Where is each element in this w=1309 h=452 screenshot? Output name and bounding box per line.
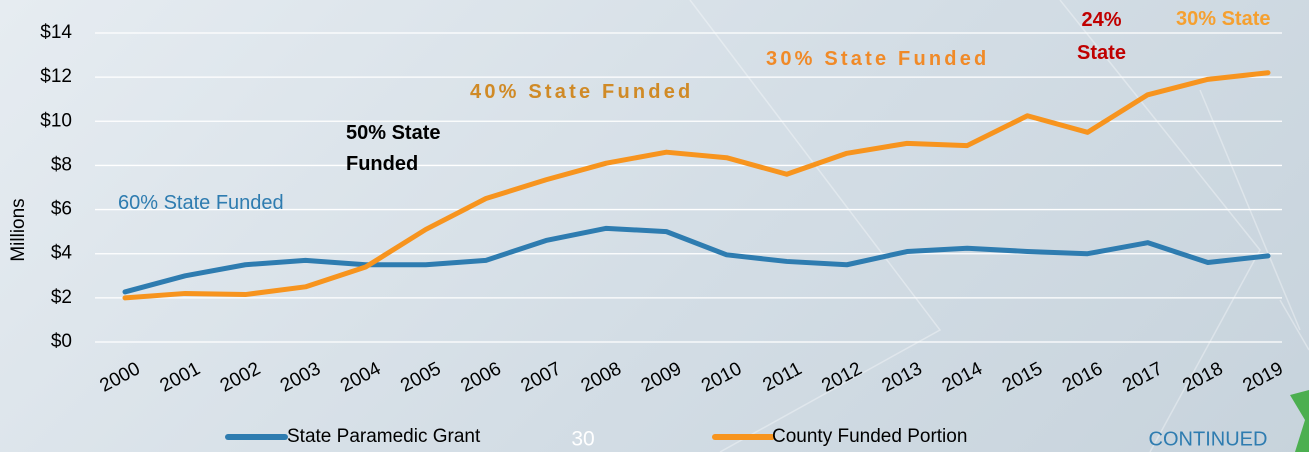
continue-link[interactable]: CONTINUED — [1149, 428, 1268, 450]
corner-logo — [1290, 390, 1309, 452]
y-tick-label: $12 — [40, 66, 72, 87]
x-tick-label: 2002 — [217, 358, 264, 396]
x-tick-label: 2006 — [457, 358, 504, 396]
series-line — [122, 225, 1271, 295]
annotation: 60% State Funded — [118, 192, 284, 214]
x-tick-label: 2014 — [939, 358, 987, 397]
y-tick-label: $2 — [51, 287, 72, 308]
series-line — [122, 70, 1271, 301]
x-tick-label: 2005 — [397, 358, 444, 396]
x-tick-label: 2007 — [518, 358, 565, 396]
x-tick-label: 2008 — [578, 358, 625, 396]
x-tick-label: 2004 — [337, 358, 385, 397]
x-tick-label: 2018 — [1179, 358, 1226, 396]
annotation: 30% State Funded — [766, 48, 990, 70]
y-tick-label: $8 — [51, 154, 72, 175]
x-tick-label: 2019 — [1240, 358, 1287, 396]
y-tick-label: $6 — [51, 199, 72, 220]
legend-label: County Funded Portion — [772, 426, 967, 447]
x-tick-label: 2011 — [760, 358, 806, 396]
annotation: 40% State Funded — [470, 81, 694, 103]
x-tick-label: 2012 — [818, 358, 865, 396]
page-number: 30 — [571, 428, 594, 451]
annotation: 24% State — [1077, 9, 1126, 64]
x-tick-label: 2013 — [879, 358, 926, 396]
y-tick-label: $4 — [51, 243, 73, 264]
x-tick-label: 2001 — [157, 358, 204, 396]
x-tick-label: 2017 — [1119, 358, 1166, 396]
x-tick-label: 2003 — [277, 358, 324, 396]
annotation: 30% State — [1176, 8, 1271, 30]
legend-label: State Paramedic Grant — [287, 426, 481, 447]
y-tick-label: $10 — [40, 110, 72, 131]
x-tick-label: 2010 — [698, 358, 745, 396]
y-axis-label: Millions — [8, 198, 29, 261]
x-tick-label: 2000 — [97, 358, 144, 396]
annotation: 50% State Funded — [346, 122, 441, 175]
y-tick-label: $14 — [40, 22, 72, 43]
y-tick-label: $0 — [51, 331, 72, 352]
x-tick-label: 2009 — [638, 358, 685, 396]
x-tick-label: 2016 — [1059, 358, 1106, 396]
x-tick-label: 2015 — [999, 358, 1046, 396]
